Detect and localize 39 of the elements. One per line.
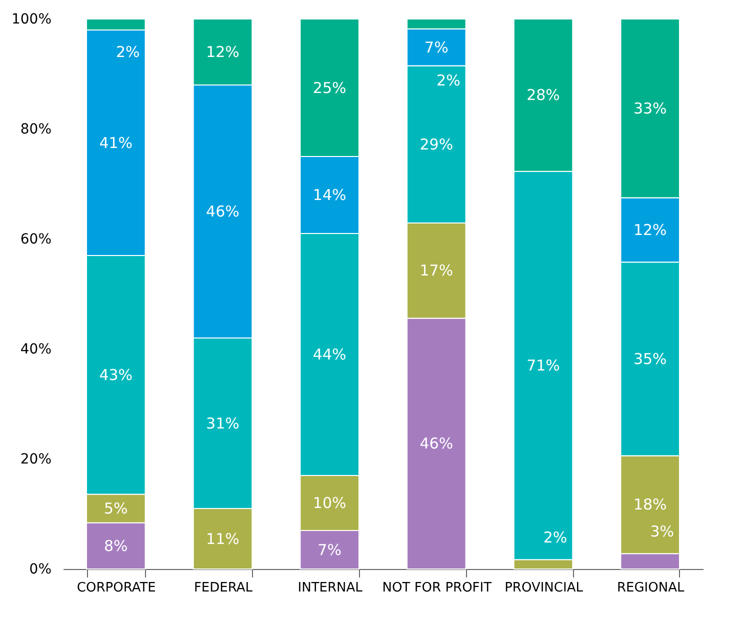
x-tick-label: INTERNAL [298,580,364,596]
data-label: 12% [633,220,667,239]
data-label: 43% [99,366,133,384]
data-label: 25% [312,78,346,97]
data-label: 35% [633,350,667,368]
data-label: 10% [312,494,346,512]
data-label: 7% [318,540,342,559]
y-tick-label: 40% [20,342,52,358]
y-tick-label: 20% [20,452,52,468]
y-tick-label: 0% [29,562,52,578]
data-label: 2% [543,528,568,547]
y-tick-label: 60% [20,232,52,248]
data-label: 14% [312,186,346,204]
data-label: 12% [206,43,240,61]
data-label: 2% [436,71,460,90]
data-label: 44% [312,346,346,364]
data-label: 11% [206,530,240,548]
data-label: 46% [420,434,454,453]
x-tick-label: FEDERAL [194,580,254,596]
data-label: 7% [424,38,448,56]
data-label: 3% [650,522,674,541]
x-tick-label: CORPORATE [76,580,156,596]
data-label: 8% [104,536,128,555]
data-label: 33% [633,99,667,118]
y-tick-label: 100% [11,12,52,28]
x-tick-label: PROVINCIAL [504,580,584,596]
data-label: 17% [420,262,454,280]
data-label: 46% [206,202,240,220]
data-label: 5% [104,500,128,518]
data-label: 31% [206,414,240,432]
x-tick-label: REGIONAL [616,580,685,596]
x-tick-label: NOT FOR PROFIT [382,580,492,596]
y-tick-label: 80% [20,122,52,138]
data-label: 18% [633,496,667,514]
data-label: 29% [420,135,454,154]
data-label: 71% [526,356,560,374]
data-label: 41% [99,134,133,152]
data-label: 28% [526,86,560,104]
data-label: 2% [116,43,140,61]
